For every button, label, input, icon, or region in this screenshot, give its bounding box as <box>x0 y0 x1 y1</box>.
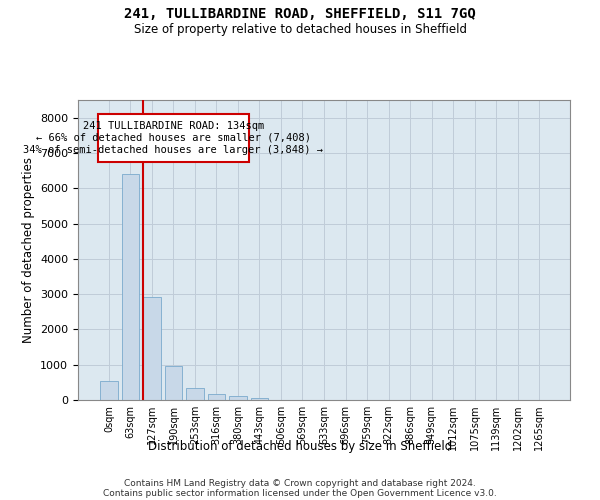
Text: Contains public sector information licensed under the Open Government Licence v3: Contains public sector information licen… <box>103 488 497 498</box>
Bar <box>165 366 182 400</box>
Bar <box>122 174 139 400</box>
Bar <box>143 297 161 400</box>
Text: Contains HM Land Registry data © Crown copyright and database right 2024.: Contains HM Land Registry data © Crown c… <box>124 478 476 488</box>
Text: 241, TULLIBARDINE ROAD, SHEFFIELD, S11 7GQ: 241, TULLIBARDINE ROAD, SHEFFIELD, S11 7… <box>124 8 476 22</box>
Text: Size of property relative to detached houses in Sheffield: Size of property relative to detached ho… <box>133 22 467 36</box>
FancyBboxPatch shape <box>98 114 249 162</box>
Bar <box>208 394 225 400</box>
Text: Distribution of detached houses by size in Sheffield: Distribution of detached houses by size … <box>148 440 452 453</box>
Y-axis label: Number of detached properties: Number of detached properties <box>22 157 35 343</box>
Bar <box>187 388 203 400</box>
Bar <box>229 396 247 400</box>
Text: 241 TULLIBARDINE ROAD: 134sqm
← 66% of detached houses are smaller (7,408)
34% o: 241 TULLIBARDINE ROAD: 134sqm ← 66% of d… <box>23 122 323 154</box>
Bar <box>251 398 268 400</box>
Bar <box>100 380 118 400</box>
